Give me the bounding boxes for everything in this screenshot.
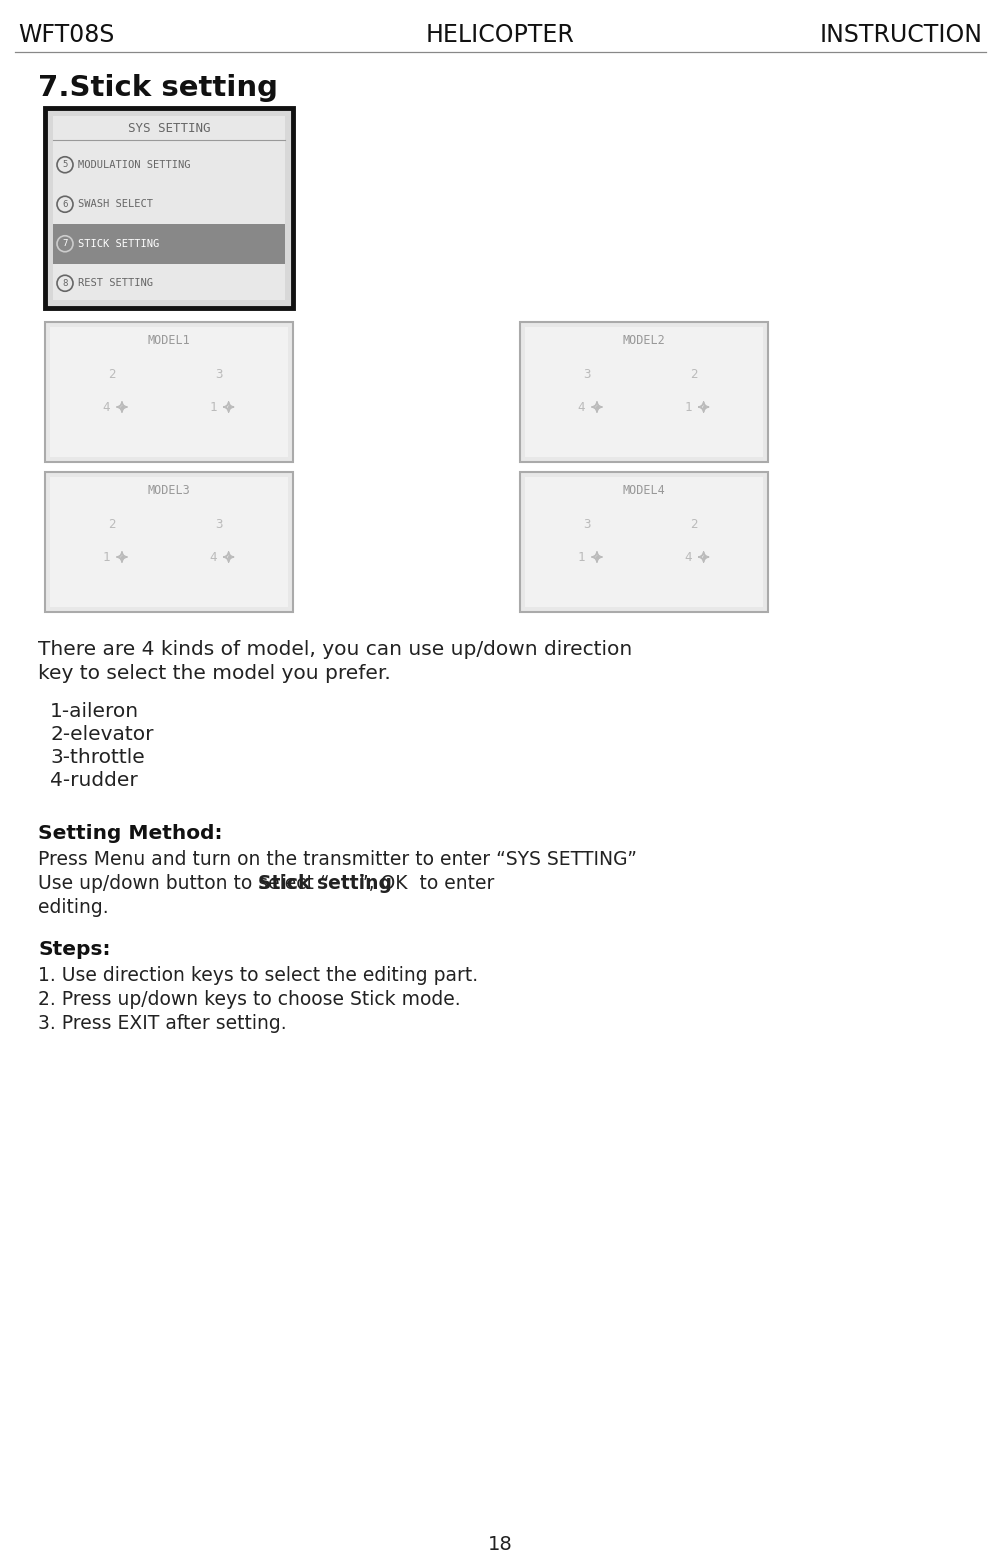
Text: key to select the model you prefer.: key to select the model you prefer. xyxy=(38,663,390,684)
Text: 3-throttle: 3-throttle xyxy=(50,748,145,767)
Text: 4: 4 xyxy=(578,400,585,414)
Text: There are 4 kinds of model, you can use up/down direction: There are 4 kinds of model, you can use … xyxy=(38,640,633,659)
Text: SYS SETTING: SYS SETTING xyxy=(128,121,210,135)
Text: MODEL3: MODEL3 xyxy=(147,483,190,497)
Text: 1: 1 xyxy=(578,550,585,563)
Text: editing.: editing. xyxy=(38,898,109,917)
Bar xyxy=(50,477,288,607)
Bar xyxy=(45,321,293,463)
Bar xyxy=(45,472,293,612)
Text: 2: 2 xyxy=(108,517,116,530)
Text: 3: 3 xyxy=(215,367,222,381)
Text: 6: 6 xyxy=(62,199,68,209)
Text: HELICOPTER: HELICOPTER xyxy=(425,24,575,47)
Text: 5: 5 xyxy=(62,160,68,169)
Text: Setting Method:: Setting Method: xyxy=(38,825,222,844)
Text: 4: 4 xyxy=(102,400,110,414)
Text: MODULATION SETTING: MODULATION SETTING xyxy=(78,160,190,169)
Bar xyxy=(520,321,768,463)
Text: 4: 4 xyxy=(684,550,692,563)
Bar xyxy=(525,477,763,607)
Text: 3: 3 xyxy=(584,517,591,530)
Bar xyxy=(520,472,768,612)
Bar xyxy=(50,328,288,456)
Text: 1: 1 xyxy=(684,400,692,414)
Bar xyxy=(53,224,285,263)
Text: Press Menu and turn on the transmitter to enter “SYS SETTING”: Press Menu and turn on the transmitter t… xyxy=(38,850,637,869)
Text: 1: 1 xyxy=(209,400,216,414)
Text: INSTRUCTION: INSTRUCTION xyxy=(820,24,983,47)
Bar xyxy=(45,108,293,307)
Text: 1-aileron: 1-aileron xyxy=(50,702,139,721)
Text: WFT08S: WFT08S xyxy=(18,24,114,47)
Text: Use up/down button to select “: Use up/down button to select “ xyxy=(38,873,329,894)
Text: 2: 2 xyxy=(690,367,698,381)
Text: 4: 4 xyxy=(209,550,216,563)
Text: STICK SETTING: STICK SETTING xyxy=(78,238,159,249)
Text: Stick setting: Stick setting xyxy=(258,873,392,894)
Text: MODEL4: MODEL4 xyxy=(623,483,666,497)
Text: 7: 7 xyxy=(62,240,68,248)
Text: SWASH SELECT: SWASH SELECT xyxy=(78,199,153,209)
Text: 8: 8 xyxy=(62,279,68,289)
Text: 1: 1 xyxy=(102,550,110,563)
Text: MODEL1: MODEL1 xyxy=(147,334,190,347)
Text: REST SETTING: REST SETTING xyxy=(78,278,153,289)
Text: 7.Stick setting: 7.Stick setting xyxy=(38,74,278,102)
Text: 2. Press up/down keys to choose Stick mode.: 2. Press up/down keys to choose Stick mo… xyxy=(38,989,460,1008)
Text: 3: 3 xyxy=(215,517,222,530)
Text: ”, OK  to enter: ”, OK to enter xyxy=(358,873,494,894)
Text: 1. Use direction keys to select the editing part.: 1. Use direction keys to select the edit… xyxy=(38,966,478,985)
Text: 3. Press EXIT after setting.: 3. Press EXIT after setting. xyxy=(38,1014,286,1033)
Text: 18: 18 xyxy=(487,1535,513,1554)
Text: 3: 3 xyxy=(584,367,591,381)
Text: Steps:: Steps: xyxy=(38,939,110,960)
Text: 2: 2 xyxy=(108,367,116,381)
Text: 2-elevator: 2-elevator xyxy=(50,724,153,743)
Text: 4-rudder: 4-rudder xyxy=(50,771,138,790)
Text: 2: 2 xyxy=(690,517,698,530)
Bar xyxy=(525,328,763,456)
Text: MODEL2: MODEL2 xyxy=(623,334,666,347)
Bar xyxy=(53,116,285,299)
